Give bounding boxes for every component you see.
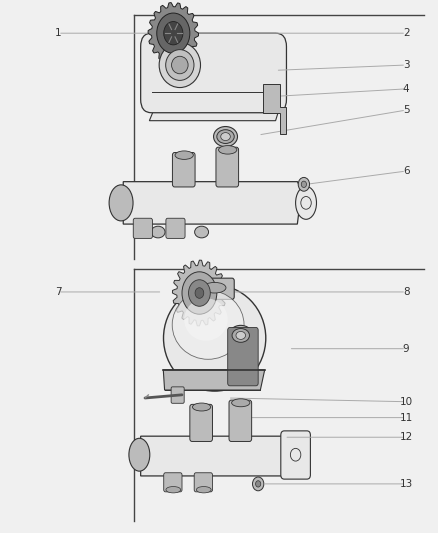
Ellipse shape: [194, 226, 208, 238]
Polygon shape: [141, 436, 291, 476]
FancyBboxPatch shape: [141, 33, 286, 113]
Ellipse shape: [296, 187, 317, 219]
Text: 8: 8: [403, 287, 410, 297]
Circle shape: [188, 280, 210, 306]
Text: 1: 1: [55, 28, 61, 38]
Text: 5: 5: [403, 105, 410, 115]
Text: 7: 7: [55, 287, 61, 297]
Text: 13: 13: [399, 479, 413, 489]
FancyBboxPatch shape: [166, 218, 185, 238]
Ellipse shape: [119, 190, 136, 216]
Circle shape: [195, 288, 204, 298]
Circle shape: [182, 272, 217, 314]
Ellipse shape: [232, 328, 250, 342]
Ellipse shape: [166, 50, 194, 80]
Text: 2: 2: [403, 28, 410, 38]
FancyBboxPatch shape: [229, 400, 252, 441]
Ellipse shape: [159, 43, 201, 87]
Circle shape: [301, 197, 311, 209]
Ellipse shape: [172, 290, 244, 359]
Text: 3: 3: [403, 60, 410, 70]
Ellipse shape: [236, 332, 246, 340]
Ellipse shape: [203, 282, 226, 293]
Ellipse shape: [221, 133, 230, 141]
Circle shape: [157, 13, 190, 53]
FancyBboxPatch shape: [171, 387, 184, 403]
FancyBboxPatch shape: [164, 473, 182, 492]
Ellipse shape: [109, 185, 133, 221]
FancyBboxPatch shape: [228, 327, 258, 386]
Polygon shape: [149, 100, 282, 120]
FancyBboxPatch shape: [133, 218, 152, 238]
Text: 4: 4: [403, 84, 410, 94]
Circle shape: [255, 481, 261, 487]
Ellipse shape: [217, 130, 234, 143]
FancyBboxPatch shape: [216, 147, 239, 187]
Ellipse shape: [129, 438, 150, 471]
Polygon shape: [148, 3, 198, 64]
Circle shape: [164, 21, 183, 45]
Ellipse shape: [192, 403, 211, 411]
Polygon shape: [173, 260, 226, 326]
Polygon shape: [123, 182, 302, 224]
Circle shape: [298, 177, 310, 191]
FancyBboxPatch shape: [281, 431, 311, 479]
Ellipse shape: [175, 151, 193, 159]
Polygon shape: [262, 84, 286, 134]
Ellipse shape: [232, 399, 250, 407]
Circle shape: [290, 448, 301, 461]
Text: 11: 11: [399, 413, 413, 423]
Ellipse shape: [163, 285, 266, 391]
Text: 10: 10: [399, 397, 413, 407]
Ellipse shape: [184, 298, 228, 341]
Circle shape: [253, 477, 264, 491]
Ellipse shape: [166, 487, 181, 493]
FancyBboxPatch shape: [194, 278, 234, 300]
Circle shape: [301, 181, 307, 188]
Ellipse shape: [229, 325, 253, 345]
Text: 12: 12: [399, 432, 413, 442]
Ellipse shape: [214, 126, 237, 147]
FancyBboxPatch shape: [173, 152, 195, 187]
Ellipse shape: [219, 146, 237, 154]
FancyBboxPatch shape: [190, 405, 212, 441]
Text: 6: 6: [403, 166, 410, 176]
FancyBboxPatch shape: [194, 473, 212, 492]
Ellipse shape: [172, 56, 188, 74]
Polygon shape: [163, 370, 265, 390]
Text: 9: 9: [403, 344, 410, 354]
Ellipse shape: [151, 226, 165, 238]
Ellipse shape: [196, 487, 211, 493]
